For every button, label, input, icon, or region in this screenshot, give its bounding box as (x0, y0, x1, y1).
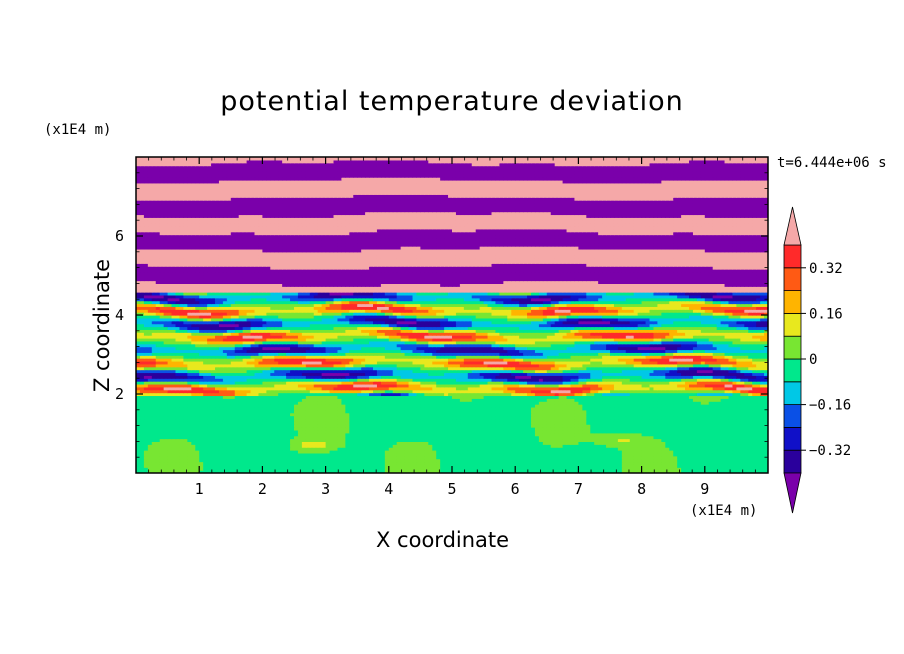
x-tick-label: 4 (384, 480, 393, 498)
colorbar-segment (784, 427, 801, 450)
y-tick-label: 6 (115, 227, 124, 245)
x-tick-label: 8 (637, 480, 646, 498)
colorbar-segment (784, 450, 801, 473)
colorbar-segment (784, 359, 801, 382)
colorbar-segment (784, 382, 801, 405)
x-tick-label: 7 (574, 480, 583, 498)
colorbar-tick-label: 0.16 (809, 306, 843, 322)
colorbar-segment (784, 245, 801, 268)
x-tick-label: 9 (700, 480, 709, 498)
x-tick-label: 1 (195, 480, 204, 498)
colorbar-segment (784, 336, 801, 359)
colorbar-segment (784, 291, 801, 314)
x-tick-label: 3 (321, 480, 330, 498)
x-tick-label: 5 (447, 480, 456, 498)
y-tick-label: 4 (115, 306, 124, 324)
colorbar-segment (784, 313, 801, 336)
colorbar-tick-label: 0.32 (809, 261, 843, 277)
x-tick-label: 6 (511, 480, 520, 498)
colorbar-under-triangle (784, 473, 801, 513)
colorbar-segment (784, 268, 801, 291)
colorbar-tick-label: −0.16 (809, 398, 851, 414)
x-tick-label: 2 (258, 480, 267, 498)
colorbar-segment (784, 405, 801, 428)
y-tick-label: 2 (115, 385, 124, 403)
colorbar-tick-label: −0.32 (809, 443, 851, 459)
colorbar-over-triangle (784, 207, 801, 245)
contour-field (136, 157, 769, 474)
colorbar-tick-label: 0 (809, 352, 817, 368)
